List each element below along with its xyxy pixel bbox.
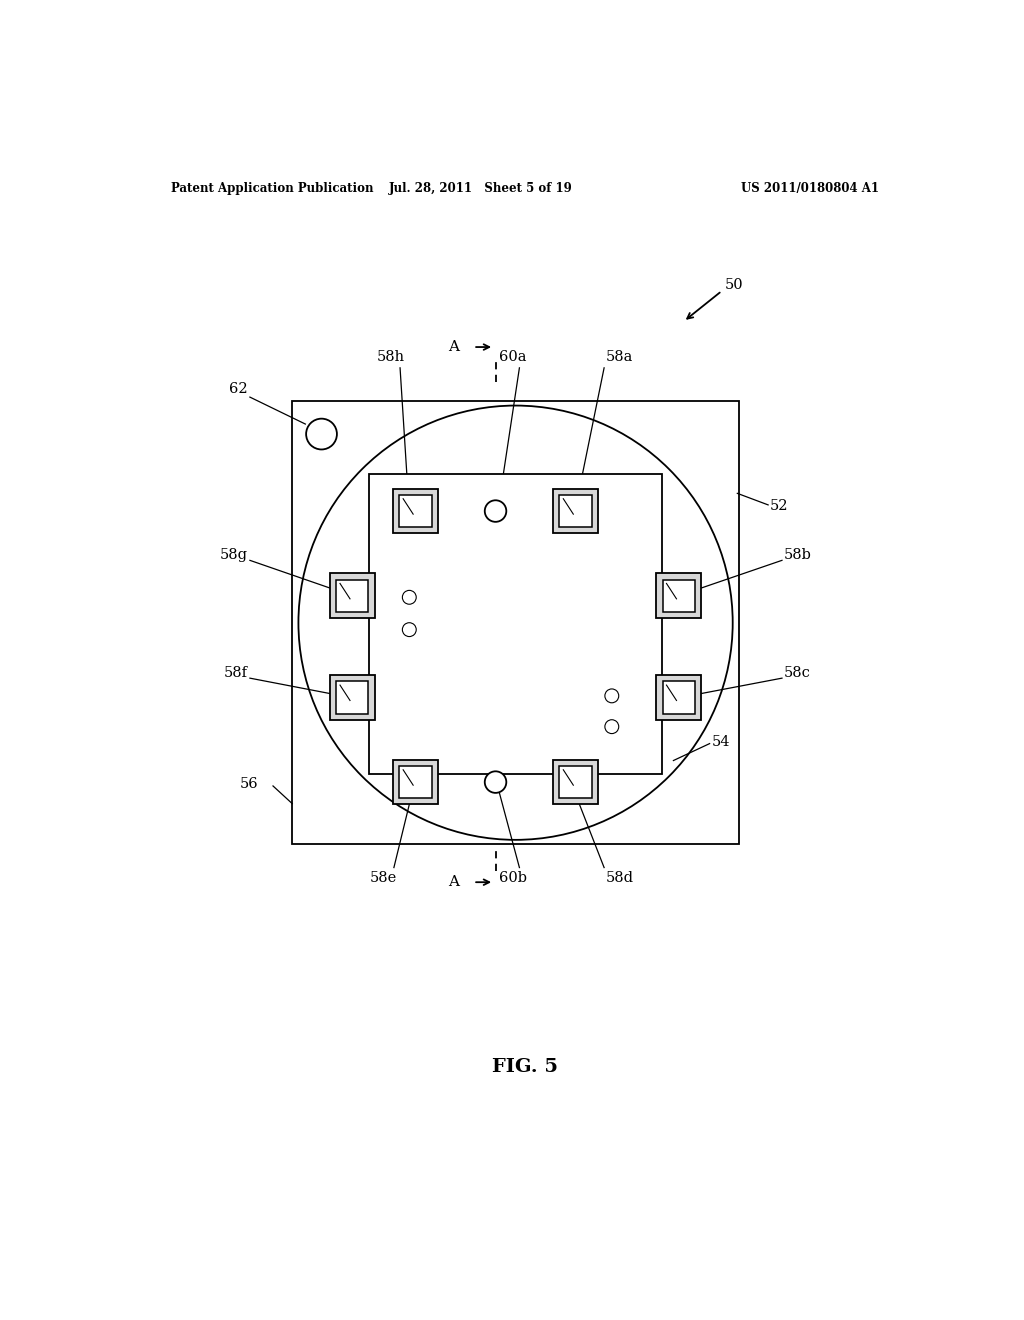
Bar bbox=[393, 488, 438, 533]
Circle shape bbox=[605, 719, 618, 734]
Bar bbox=[336, 681, 369, 714]
Text: US 2011/0180804 A1: US 2011/0180804 A1 bbox=[741, 182, 879, 194]
Bar bbox=[330, 573, 375, 618]
Text: 60b: 60b bbox=[500, 871, 527, 886]
Bar bbox=[656, 573, 701, 618]
Text: 58c: 58c bbox=[783, 665, 810, 680]
Bar bbox=[559, 766, 592, 799]
Text: 58g: 58g bbox=[219, 548, 248, 562]
Bar bbox=[663, 579, 695, 612]
Text: Patent Application Publication: Patent Application Publication bbox=[171, 182, 373, 194]
Bar bbox=[330, 675, 375, 719]
Text: 58f: 58f bbox=[223, 665, 248, 680]
Circle shape bbox=[402, 623, 416, 636]
Text: 52: 52 bbox=[770, 499, 788, 513]
Bar bbox=[292, 401, 739, 843]
Bar bbox=[393, 760, 438, 804]
Circle shape bbox=[402, 590, 416, 605]
Text: A: A bbox=[449, 341, 460, 354]
Bar bbox=[336, 579, 369, 612]
Bar bbox=[559, 495, 592, 527]
Bar bbox=[656, 675, 701, 719]
Text: 60a: 60a bbox=[500, 350, 527, 364]
Bar bbox=[553, 488, 598, 533]
Text: 56: 56 bbox=[240, 776, 258, 791]
Text: 58b: 58b bbox=[783, 548, 811, 562]
Text: 58h: 58h bbox=[377, 350, 404, 364]
Circle shape bbox=[306, 418, 337, 450]
Text: A: A bbox=[449, 875, 460, 890]
Circle shape bbox=[605, 689, 618, 702]
Text: Jul. 28, 2011   Sheet 5 of 19: Jul. 28, 2011 Sheet 5 of 19 bbox=[389, 182, 572, 194]
Circle shape bbox=[484, 500, 506, 521]
Bar bbox=[663, 681, 695, 714]
Text: 58d: 58d bbox=[605, 871, 634, 886]
Text: 50: 50 bbox=[725, 279, 743, 293]
Text: 54: 54 bbox=[712, 735, 730, 748]
Bar bbox=[399, 766, 432, 799]
Circle shape bbox=[484, 771, 506, 793]
Bar bbox=[553, 760, 598, 804]
Bar bbox=[399, 495, 432, 527]
Text: 58a: 58a bbox=[606, 350, 633, 364]
Text: FIG. 5: FIG. 5 bbox=[492, 1059, 558, 1076]
Bar bbox=[370, 474, 662, 775]
Text: 62: 62 bbox=[229, 383, 248, 396]
Text: 58e: 58e bbox=[370, 871, 396, 886]
